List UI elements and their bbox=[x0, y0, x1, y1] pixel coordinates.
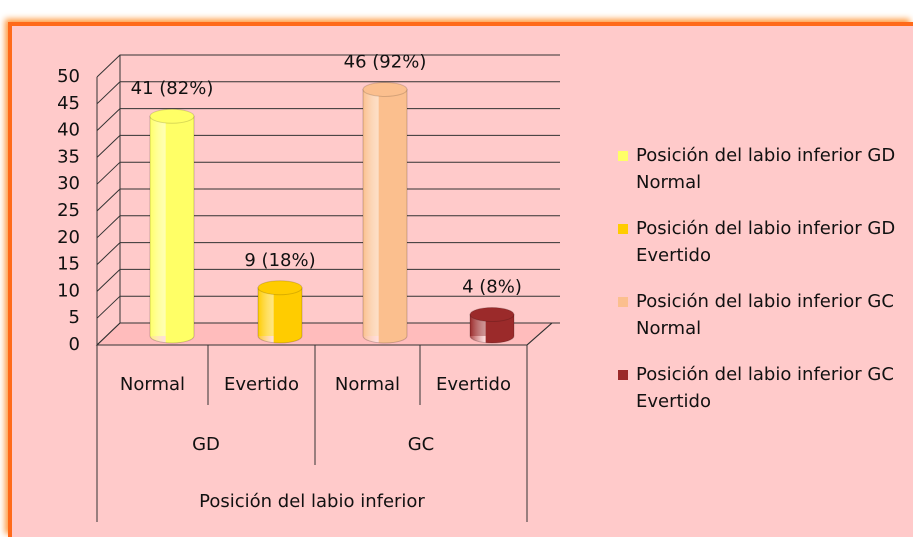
legend-swatch bbox=[618, 297, 628, 307]
grid-line bbox=[96, 161, 560, 185]
y-tick-label: 20 bbox=[57, 227, 80, 248]
bar bbox=[257, 287, 303, 344]
bar bbox=[469, 314, 515, 344]
legend-entry: Posición del labio inferior GD Normal bbox=[636, 145, 896, 193]
legend-entry: Posición del labio inferior GD Evertido bbox=[636, 218, 896, 266]
y-tick-label: 40 bbox=[57, 120, 80, 141]
legend-entry: Posición del labio inferior GC Evertido bbox=[636, 364, 894, 412]
legend-swatch bbox=[618, 224, 628, 234]
x-tick-label: Evertido bbox=[224, 374, 299, 395]
bar-top bbox=[469, 307, 515, 323]
legend-entry: Posición del labio inferior GC Normal bbox=[636, 291, 894, 339]
grid-line bbox=[96, 134, 560, 158]
grid-line bbox=[96, 295, 560, 319]
grid-line bbox=[96, 242, 560, 265]
y-tick-label: 15 bbox=[57, 254, 80, 275]
legend-swatch bbox=[618, 370, 628, 380]
data-label: 9 (18%) bbox=[244, 250, 315, 271]
y-tick-label: 35 bbox=[57, 146, 80, 167]
bar bbox=[362, 88, 408, 344]
grid-line bbox=[96, 268, 560, 292]
x-axis-title: Posición del labio inferior bbox=[199, 491, 425, 512]
bar-top bbox=[362, 81, 408, 97]
y-tick-label: 30 bbox=[57, 173, 80, 194]
y-tick-label: 0 bbox=[69, 334, 80, 355]
y-tick-label: 25 bbox=[57, 200, 80, 221]
x-group-label: GD bbox=[192, 434, 220, 455]
grid-line bbox=[96, 322, 560, 346]
x-tick-label: Evertido bbox=[436, 374, 511, 395]
floor-edge bbox=[526, 322, 553, 346]
data-label: 4 (8%) bbox=[462, 277, 522, 298]
grid-line bbox=[96, 215, 560, 239]
y-tick-label: 5 bbox=[69, 307, 80, 328]
y-tick-label: 50 bbox=[57, 66, 80, 87]
y-tick-label: 10 bbox=[57, 280, 80, 301]
grid-line bbox=[96, 188, 560, 212]
bar-top bbox=[257, 280, 303, 296]
y-tick-label: 45 bbox=[57, 93, 80, 114]
x-group-label: GC bbox=[408, 434, 435, 455]
grid-line bbox=[96, 108, 560, 131]
grid-line bbox=[96, 81, 560, 105]
data-label: 41 (82%) bbox=[131, 78, 214, 99]
data-label: 46 (92%) bbox=[344, 51, 427, 72]
bar bbox=[149, 115, 195, 344]
grid-line bbox=[96, 54, 560, 78]
legend-swatch bbox=[618, 151, 628, 161]
x-tick-label: Normal bbox=[335, 374, 400, 395]
x-tick-label: Normal bbox=[120, 374, 185, 395]
bar-top bbox=[149, 108, 195, 124]
